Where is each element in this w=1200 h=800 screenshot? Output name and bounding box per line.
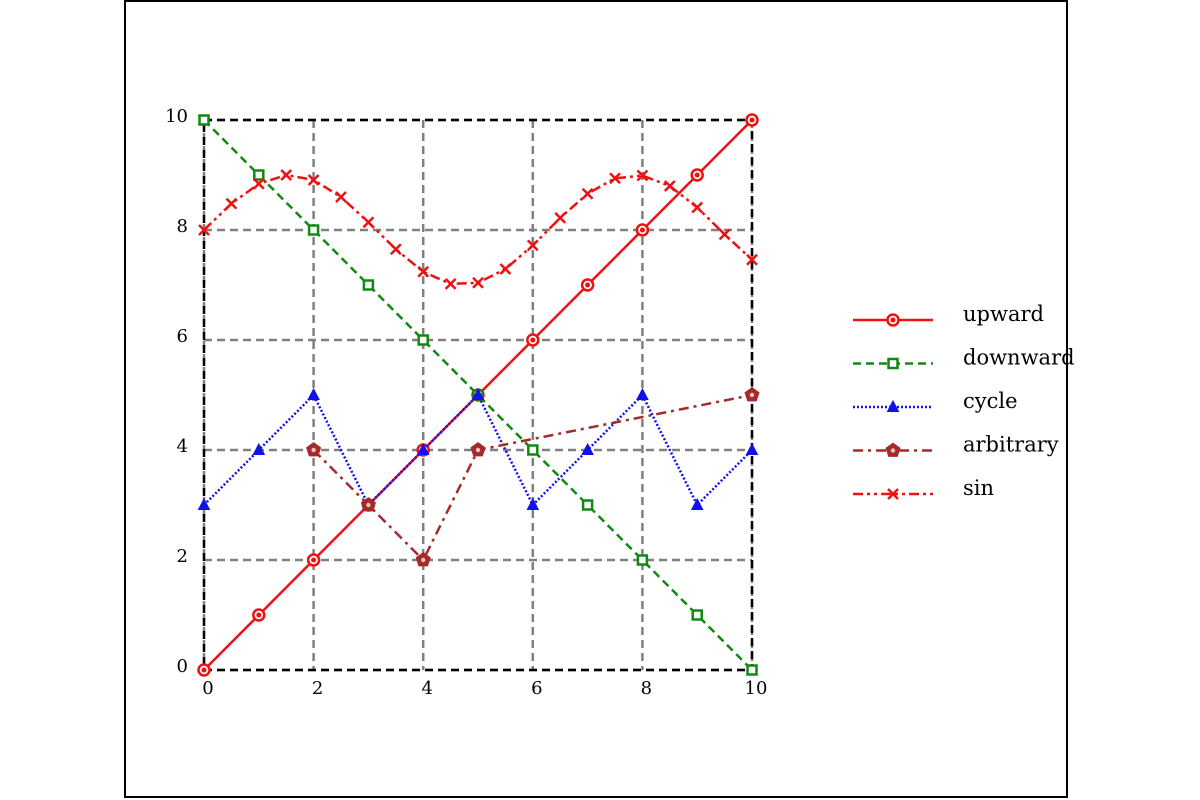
legend-item-cycle: cycle: [853, 389, 1018, 413]
point-sin-16: [636, 169, 649, 182]
point-cycle-0: [197, 497, 211, 510]
y-tick-label-4: 8: [177, 216, 188, 237]
point-downward-2: [307, 224, 320, 236]
point-sin-5: [335, 191, 347, 203]
point-sin-0: [198, 224, 210, 236]
point-cycle-5: [471, 387, 485, 400]
x-tick-label-1: 2: [312, 678, 323, 699]
legend-label-upward: upward: [963, 302, 1044, 326]
point-cycle-2: [307, 387, 320, 400]
point-downward-6: [527, 444, 539, 456]
point-sin-10: [472, 276, 484, 289]
legend-label-cycle: cycle: [963, 389, 1018, 413]
point-sin-9: [444, 278, 457, 290]
legend-marker-sin: [887, 488, 899, 500]
point-sin-18: [691, 201, 704, 214]
series-sin: [198, 169, 758, 290]
point-sin-6: [362, 216, 375, 229]
y-tick-label-5: 10: [165, 106, 188, 127]
legend-item-upward: upward: [853, 302, 1044, 327]
point-sin-1: [225, 197, 238, 210]
point-sin-19: [718, 228, 731, 241]
legend-label-arbitrary: arbitrary: [963, 433, 1059, 457]
y-tick-label-3: 6: [177, 326, 188, 347]
point-sin-8: [417, 265, 430, 278]
point-cycle-7: [581, 442, 594, 455]
legend-item-arbitrary: arbitrary: [853, 433, 1059, 457]
point-downward-8: [636, 554, 649, 566]
tick-labels: 0 2 4 6 8 10 0 2 4 6 8 10: [165, 106, 767, 699]
y-tick-label-2: 4: [177, 436, 188, 457]
series-arbitrary: [306, 387, 760, 567]
point-sin-2: [252, 177, 265, 190]
legend-label-sin: sin: [963, 476, 994, 500]
legend-marker-cycle: [886, 399, 900, 412]
point-sin-3: [280, 169, 293, 181]
point-cycle-1: [252, 442, 266, 455]
point-sin-15: [609, 172, 621, 185]
point-downward-3: [362, 279, 375, 291]
point-sin-7: [389, 243, 402, 256]
point-downward-4: [417, 334, 429, 346]
x-tick-label-3: 6: [531, 678, 542, 699]
point-sin-14: [581, 187, 594, 200]
legend: upward downward cycle arbitrary sin: [853, 302, 1075, 500]
legend-label-downward: downward: [963, 346, 1075, 370]
legend-marker-downward: [887, 357, 899, 370]
point-sin-17: [663, 180, 676, 192]
point-sin-20: [746, 253, 758, 266]
x-tick-label-5: 10: [745, 678, 768, 699]
x-tick-label-2: 4: [421, 678, 432, 699]
point-cycle-6: [526, 497, 540, 510]
point-cycle-8: [636, 387, 649, 400]
point-sin-13: [554, 212, 567, 224]
point-cycle-4: [416, 442, 430, 455]
point-sin-11: [499, 263, 512, 275]
series-group: [197, 113, 760, 677]
y-tick-label-0: 0: [177, 656, 188, 677]
chart-frame: [124, 0, 1068, 798]
x-tick-label-4: 8: [641, 678, 652, 699]
point-downward-0: [198, 114, 210, 126]
point-sin-4: [307, 174, 320, 186]
x-tick-label-0: 0: [202, 678, 213, 699]
y-tick-label-1: 2: [177, 546, 188, 567]
point-downward-7: [581, 499, 594, 511]
point-sin-12: [526, 239, 539, 252]
point-cycle-10: [745, 442, 759, 455]
point-downward-10: [746, 664, 758, 676]
point-downward-9: [691, 609, 703, 621]
legend-item-downward: downward: [853, 346, 1075, 370]
legend-item-sin: sin: [853, 476, 994, 500]
point-downward-1: [253, 169, 265, 181]
point-cycle-9: [690, 497, 704, 510]
